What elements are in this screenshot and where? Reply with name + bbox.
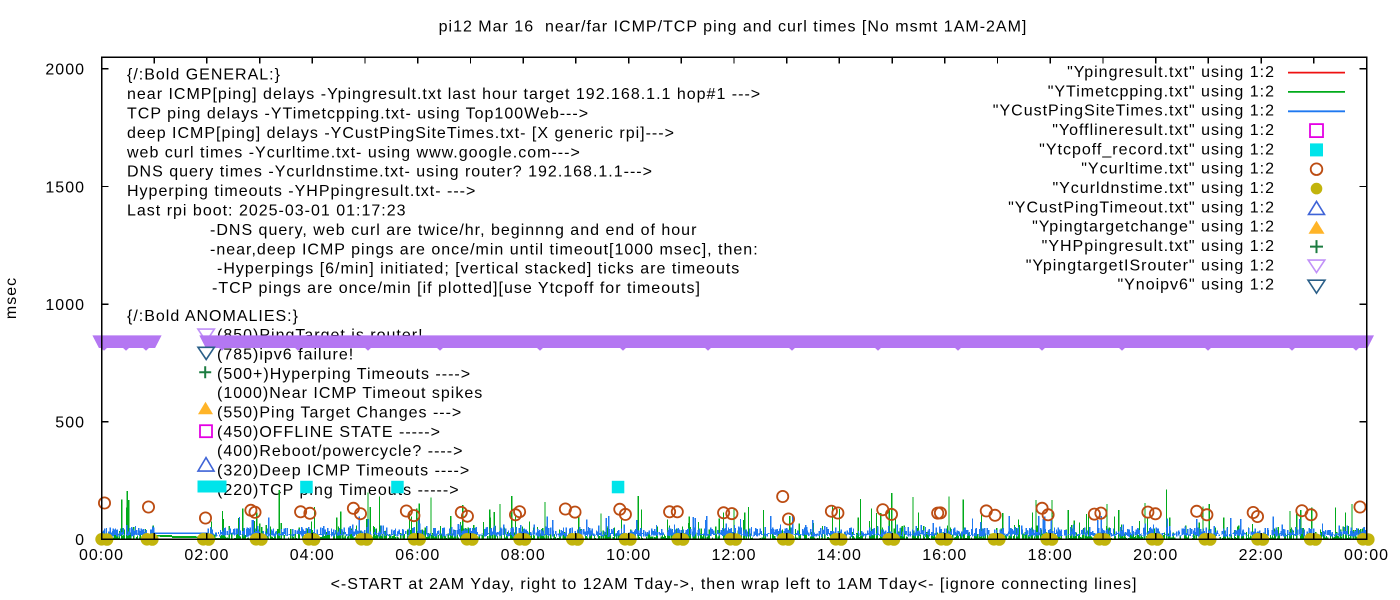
svg-text:08:00: 08:00 xyxy=(501,547,546,564)
svg-text:04:00: 04:00 xyxy=(290,547,335,564)
svg-text:Hyperping timeouts -YHPpingres: Hyperping timeouts -YHPpingresult.txt- -… xyxy=(127,183,476,200)
svg-text:06:00: 06:00 xyxy=(395,547,440,564)
svg-text:00:00: 00:00 xyxy=(79,547,124,564)
svg-text:"Ypingresult.txt" using 1:2: "Ypingresult.txt" using 1:2 xyxy=(1067,64,1275,81)
svg-text:(785)ipv6 failure!: (785)ipv6 failure! xyxy=(217,347,354,364)
svg-text:<-START at 2AM Yday, right to: <-START at 2AM Yday, right to 12AM Tday-… xyxy=(331,576,1138,593)
svg-text:"Ynoipv6" using 1:2: "Ynoipv6" using 1:2 xyxy=(1117,277,1275,294)
svg-text:"Ycurltime.txt" using 1:2: "Ycurltime.txt" using 1:2 xyxy=(1081,161,1275,178)
svg-text:{/:Bold GENERAL:}: {/:Bold GENERAL:} xyxy=(127,67,281,84)
svg-text:00:00: 00:00 xyxy=(1344,547,1389,564)
svg-text:"YpingtargetISrouter" using 1:: "YpingtargetISrouter" using 1:2 xyxy=(1026,257,1275,274)
svg-text:14:00: 14:00 xyxy=(817,547,862,564)
svg-text:20:00: 20:00 xyxy=(1133,547,1178,564)
svg-text:deep ICMP[ping] delays -YCustP: deep ICMP[ping] delays -YCustPingSiteTim… xyxy=(127,125,675,142)
svg-text:-DNS query, web curl are twice: -DNS query, web curl are twice/hr, begin… xyxy=(210,222,697,239)
svg-text:Last rpi boot: 2025-03-01 01:1: Last rpi boot: 2025-03-01 01:17:23 xyxy=(127,203,407,220)
svg-text:(550)Ping Target Changes --->: (550)Ping Target Changes ---> xyxy=(217,405,462,422)
svg-text:0: 0 xyxy=(75,532,85,549)
svg-text:10:00: 10:00 xyxy=(606,547,651,564)
svg-text:2000: 2000 xyxy=(45,62,85,79)
svg-text:02:00: 02:00 xyxy=(184,547,229,564)
svg-text:"Yofflineresult.txt" using 1:2: "Yofflineresult.txt" using 1:2 xyxy=(1052,122,1275,139)
svg-text:12:00: 12:00 xyxy=(711,547,756,564)
svg-text:"YHPpingresult.txt" using 1:2: "YHPpingresult.txt" using 1:2 xyxy=(1042,238,1275,255)
svg-text:-near,deep ICMP pings are once: -near,deep ICMP pings are once/min until… xyxy=(210,241,759,258)
svg-text:(500+)Hyperping Timeouts ---->: (500+)Hyperping Timeouts ----> xyxy=(217,366,471,383)
svg-text:(320)Deep ICMP Timeouts ---->: (320)Deep ICMP Timeouts ----> xyxy=(217,463,470,480)
svg-text:500: 500 xyxy=(55,415,85,432)
svg-text:"Ytcpoff_record.txt" using 1:2: "Ytcpoff_record.txt" using 1:2 xyxy=(1039,141,1275,158)
svg-text:-TCP pings are once/min [if pl: -TCP pings are once/min [if plotted][use… xyxy=(212,280,701,297)
svg-text:msec: msec xyxy=(3,277,20,319)
svg-text:near ICMP[ping] delays -Ypingr: near ICMP[ping] delays -Ypingresult.txt … xyxy=(127,86,761,103)
svg-text:"Ypingtargetchange" using 1:2: "Ypingtargetchange" using 1:2 xyxy=(1032,219,1275,236)
svg-text:pi12 Mar 16 near/far ICMP/TCP: pi12 Mar 16 near/far ICMP/TCP ping and c… xyxy=(439,19,1028,36)
svg-text:{/:Bold ANOMALIES:}: {/:Bold ANOMALIES:} xyxy=(127,308,299,325)
svg-text:(400)Reboot/powercycle? ---->: (400)Reboot/powercycle? ----> xyxy=(217,443,463,460)
svg-text:16:00: 16:00 xyxy=(922,547,967,564)
svg-text:"Ycurldnstime.txt" using 1:2: "Ycurldnstime.txt" using 1:2 xyxy=(1052,180,1275,197)
svg-text:DNS query times -Ycurldnstime.: DNS query times -Ycurldnstime.txt- using… xyxy=(127,164,653,181)
svg-text:(220)TCP ping Timeouts ----->: (220)TCP ping Timeouts -----> xyxy=(217,482,460,499)
svg-text:22:00: 22:00 xyxy=(1239,547,1284,564)
svg-text:(450)OFFLINE STATE ----->: (450)OFFLINE STATE -----> xyxy=(217,424,441,441)
svg-text:"YTimetcpping.txt" using 1:2: "YTimetcpping.txt" using 1:2 xyxy=(1048,83,1275,100)
svg-text:-Hyperpings [6/min] initiated;: -Hyperpings [6/min] initiated; [vertical… xyxy=(217,261,740,278)
svg-text:"YCustPingSiteTimes.txt" using: "YCustPingSiteTimes.txt" using 1:2 xyxy=(993,103,1275,120)
svg-text:web curl times -Ycurltime.txt-: web curl times -Ycurltime.txt- using www… xyxy=(126,144,581,161)
svg-text:1500: 1500 xyxy=(45,179,85,196)
svg-text:"YCustPingTimeout.txt" using 1: "YCustPingTimeout.txt" using 1:2 xyxy=(1008,199,1275,216)
svg-text:1000: 1000 xyxy=(45,297,85,314)
svg-text:18:00: 18:00 xyxy=(1028,547,1073,564)
svg-text:TCP ping delays -YTimetcpping.: TCP ping delays -YTimetcpping.txt- using… xyxy=(127,106,589,123)
svg-text:(1000)Near ICMP Timeout spikes: (1000)Near ICMP Timeout spikes xyxy=(217,385,483,402)
